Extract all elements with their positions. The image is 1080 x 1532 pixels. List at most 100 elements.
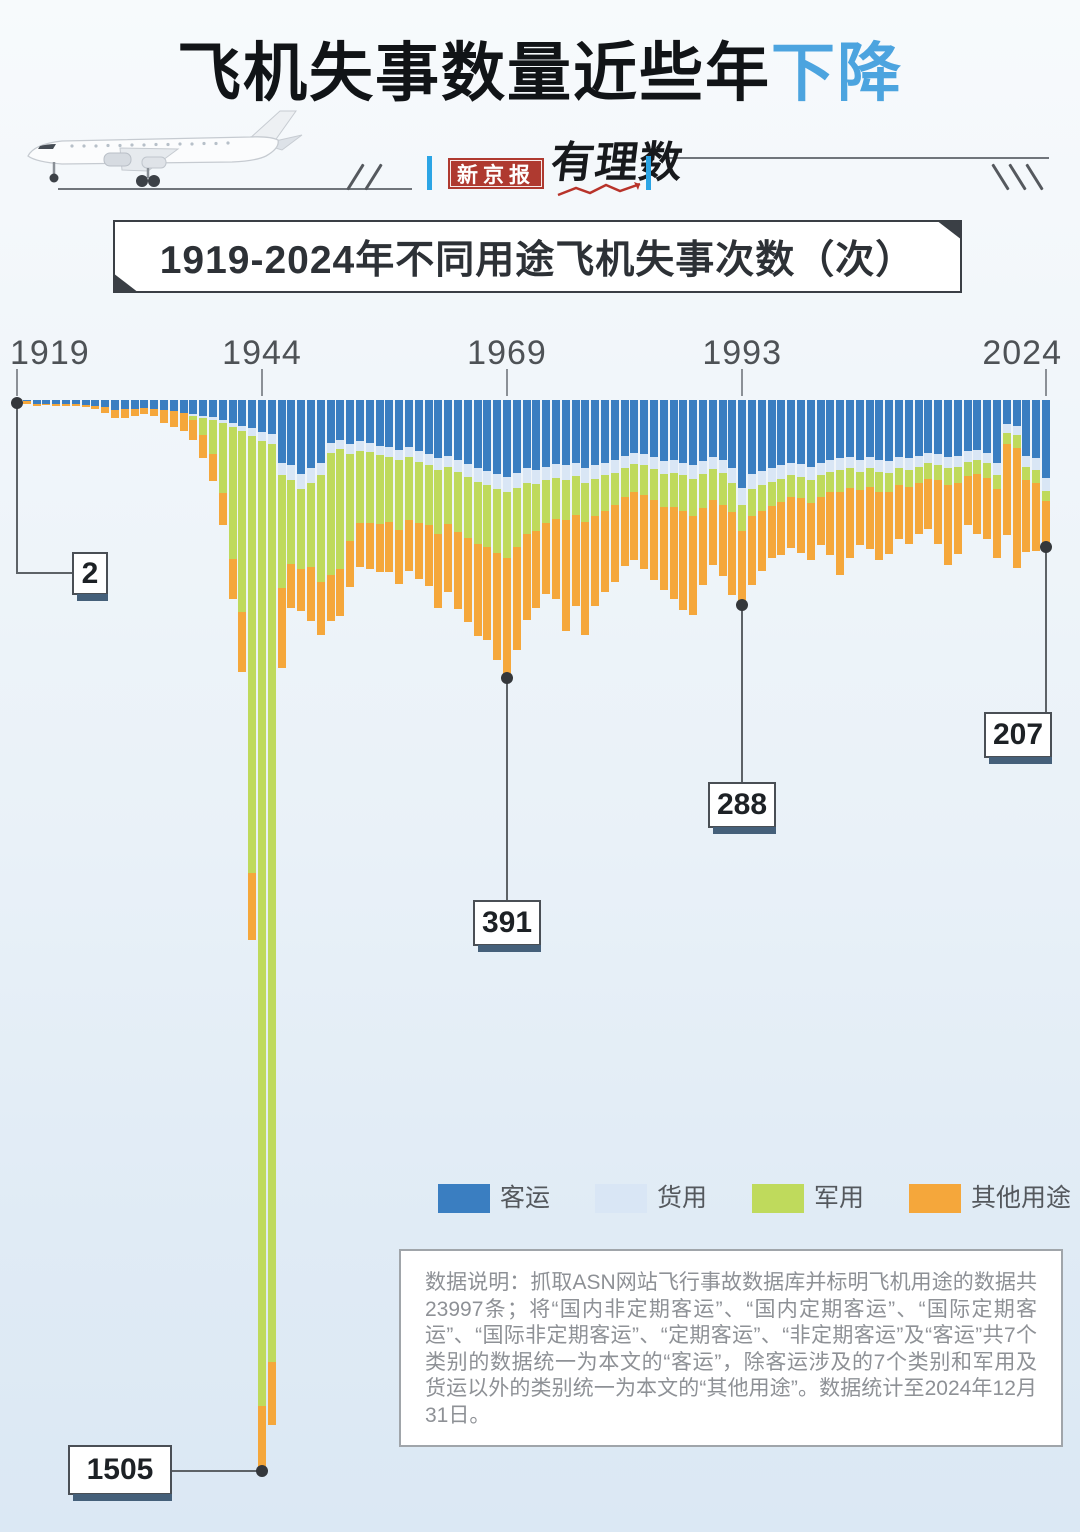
bar-segment-客运 <box>346 400 355 445</box>
bar-segment-军用 <box>483 485 492 547</box>
bar-segment-货用 <box>1032 458 1041 470</box>
bar-segment-其他用途 <box>473 544 482 637</box>
bar-segment-其他用途 <box>169 411 178 428</box>
bar-segment-客运 <box>748 400 756 474</box>
bar-segment-客运 <box>1022 400 1031 456</box>
bar-segment-其他用途 <box>953 482 962 555</box>
bar-segment-货用 <box>914 455 923 467</box>
bar-segment-其他用途 <box>659 506 668 590</box>
bar-segment-货用 <box>454 459 462 472</box>
bar-segment-其他用途 <box>797 498 805 553</box>
bar-segment-货用 <box>748 474 756 489</box>
bar-segment-客运 <box>757 400 766 472</box>
chart-bar-1940 <box>218 400 227 525</box>
bar-segment-货用 <box>375 445 384 456</box>
bar-segment-其他用途 <box>52 404 61 406</box>
chart-bar-1975 <box>561 400 570 632</box>
axis-tick-1993 <box>741 369 744 396</box>
bar-segment-客运 <box>669 400 678 460</box>
bar-segment-货用 <box>601 462 609 476</box>
bar-segment-军用 <box>767 481 776 507</box>
bar-segment-军用 <box>659 473 668 507</box>
bar-segment-客运 <box>610 400 619 460</box>
bar-segment-客运 <box>473 400 482 469</box>
bar-segment-其他用途 <box>806 503 815 561</box>
chart-bar-1963 <box>444 400 453 593</box>
chart-bar-1990 <box>708 400 717 566</box>
chart-bar-1996 <box>767 400 776 558</box>
bar-segment-其他用途 <box>973 473 982 535</box>
callout-leader-line <box>506 678 508 900</box>
bar-segment-客运 <box>885 400 894 462</box>
bar-segment-军用 <box>983 463 992 478</box>
chart-bar-2019 <box>993 400 1001 558</box>
youlishu-zigzag-icon <box>556 181 652 204</box>
bar-segment-客运 <box>463 400 472 465</box>
bar-segment-其他用途 <box>1042 501 1050 548</box>
bar-segment-客运 <box>699 400 707 462</box>
chart-bar-1954 <box>356 400 364 568</box>
bar-segment-其他用途 <box>42 403 51 405</box>
bar-segment-其他用途 <box>885 491 894 554</box>
bar-segment-货用 <box>1002 424 1011 433</box>
chart-bar-1983 <box>640 400 649 570</box>
bar-segment-军用 <box>316 475 325 583</box>
bar-segment-货用 <box>944 456 952 469</box>
bar-segment-客运 <box>777 400 786 466</box>
bar-segment-货用 <box>904 458 913 470</box>
bar-segment-客运 <box>42 400 51 404</box>
bar-segment-货用 <box>365 442 374 452</box>
bar-segment-其他用途 <box>483 546 492 641</box>
bar-segment-其他用途 <box>434 534 443 608</box>
bar-segment-货用 <box>395 449 404 461</box>
bar-segment-货用 <box>336 439 345 450</box>
bar-segment-客运 <box>708 400 717 457</box>
bar-segment-军用 <box>552 477 560 519</box>
chart-bar-2014 <box>944 400 952 566</box>
bar-segment-其他用途 <box>356 523 364 568</box>
bar-segment-客运 <box>865 400 874 457</box>
bar-segment-其他用途 <box>258 1405 266 1471</box>
bar-segment-其他用途 <box>640 495 649 570</box>
chart-bar-1961 <box>424 400 433 587</box>
chart-bar-1958 <box>395 400 404 585</box>
chart-bar-2012 <box>924 400 933 530</box>
bar-segment-军用 <box>689 478 698 516</box>
bar-segment-货用 <box>885 461 894 474</box>
bar-segment-客运 <box>307 400 315 469</box>
bar-segment-其他用途 <box>228 559 237 600</box>
bar-segment-货用 <box>738 488 747 506</box>
brand-divider-bar <box>646 156 651 190</box>
chart-bar-1984 <box>650 400 658 580</box>
bar-segment-军用 <box>414 461 423 524</box>
bar-segment-军用 <box>277 475 286 588</box>
bar-segment-军用 <box>826 471 835 492</box>
callout-dot-1993 <box>736 598 749 611</box>
bar-segment-客运 <box>32 400 41 404</box>
bar-segment-客运 <box>483 400 492 472</box>
chart-bar-1973 <box>542 400 551 594</box>
chart-bar-1946 <box>277 400 286 668</box>
bar-segment-客运 <box>630 400 639 453</box>
bar-segment-货用 <box>836 458 845 471</box>
bar-segment-客运 <box>277 400 286 463</box>
bar-segment-军用 <box>1012 434 1021 448</box>
bar-segment-军用 <box>238 431 247 613</box>
chart-bar-1955 <box>365 400 374 570</box>
bar-segment-客运 <box>120 400 129 410</box>
bar-segment-客运 <box>620 400 629 456</box>
chart-bar-1986 <box>669 400 678 600</box>
bar-segment-客运 <box>718 400 727 460</box>
bar-segment-货用 <box>552 464 560 478</box>
bar-segment-货用 <box>708 456 717 470</box>
bar-segment-其他用途 <box>248 872 257 941</box>
bar-segment-军用 <box>846 468 854 489</box>
bar-segment-货用 <box>865 456 874 469</box>
chart-bar-1981 <box>620 400 629 566</box>
bar-segment-客运 <box>571 400 580 463</box>
bar-segment-货用 <box>669 459 678 473</box>
bar-segment-客运 <box>365 400 374 443</box>
bar-segment-客运 <box>287 400 296 466</box>
bar-segment-货用 <box>434 458 443 471</box>
bar-segment-军用 <box>924 463 933 479</box>
